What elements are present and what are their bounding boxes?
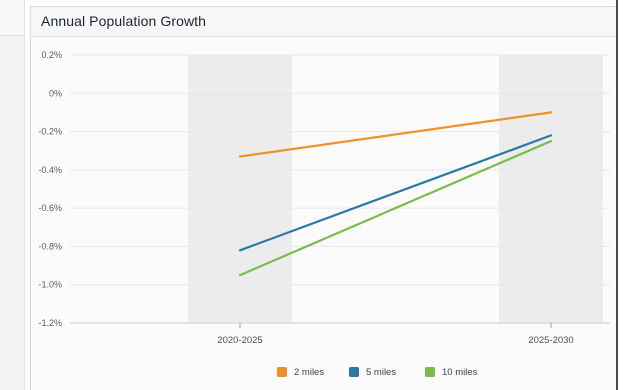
x-tick-label: 2020-2025 (217, 335, 262, 346)
legend-item[interactable]: 2 miles (277, 364, 324, 380)
legend-swatch (425, 367, 435, 377)
legend-label: 2 miles (294, 366, 325, 378)
series-line-2-miles (238, 111, 553, 158)
series-line-10-miles (238, 140, 553, 277)
x-tick-label: 2025-2030 (528, 335, 573, 346)
y-tick-label: 0.2% (41, 50, 62, 60)
legend-label: 5 miles (366, 366, 397, 378)
y-tick-label: -0.8% (38, 241, 62, 251)
y-tick-label: 0% (49, 88, 62, 98)
category-band (188, 55, 292, 323)
series-line-5-miles (238, 134, 553, 252)
top-edge (0, 0, 625, 6)
legend-swatch (349, 367, 359, 377)
y-tick-label: -1.2% (38, 318, 62, 328)
legend-label: 10 miles (442, 366, 478, 378)
panel-header: Annual Population Growth (31, 7, 616, 37)
legend-item[interactable]: 10 miles (425, 364, 477, 380)
legend-swatch (277, 367, 287, 377)
legend-item[interactable]: 5 miles (349, 364, 396, 380)
y-tick-label: -1.0% (38, 280, 62, 290)
left-gutter-header (0, 0, 24, 36)
chart-legend: 2 miles 5 miles 10 miles (0, 364, 625, 380)
category-band (499, 55, 603, 323)
y-tick-label: -0.2% (38, 127, 62, 137)
y-tick-label: -0.4% (38, 165, 62, 175)
panel-title: Annual Population Growth (41, 13, 207, 29)
y-tick-label: -0.6% (38, 203, 62, 213)
left-gutter (0, 0, 25, 390)
right-edge (616, 0, 625, 390)
